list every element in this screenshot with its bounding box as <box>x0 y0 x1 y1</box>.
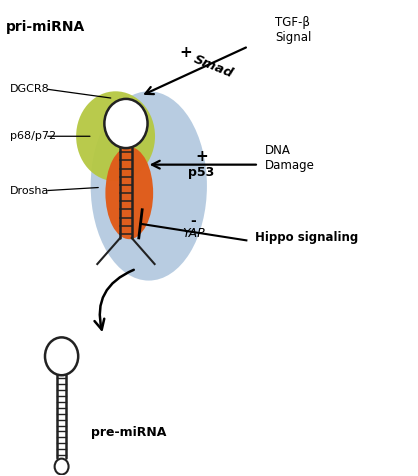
Text: Smad: Smad <box>191 52 235 80</box>
FancyArrowPatch shape <box>94 270 134 329</box>
Circle shape <box>104 99 148 148</box>
Text: +: + <box>180 45 193 60</box>
Text: p53: p53 <box>189 166 215 179</box>
Text: DNA
Damage: DNA Damage <box>265 145 315 172</box>
Text: DGCR8: DGCR8 <box>10 84 49 94</box>
Text: -: - <box>190 214 196 228</box>
Text: p68/p72: p68/p72 <box>10 131 56 141</box>
Text: Hippo signaling: Hippo signaling <box>255 231 358 245</box>
Text: YAP: YAP <box>182 227 204 240</box>
Text: Drosha: Drosha <box>10 186 49 196</box>
Ellipse shape <box>105 147 153 239</box>
Circle shape <box>55 458 69 475</box>
Ellipse shape <box>91 91 207 280</box>
Text: pri-miRNA: pri-miRNA <box>5 20 85 34</box>
Text: TGF-β
Signal: TGF-β Signal <box>275 16 312 44</box>
Circle shape <box>76 91 155 181</box>
Circle shape <box>45 337 78 375</box>
Text: pre-miRNA: pre-miRNA <box>91 426 166 439</box>
Text: +: + <box>195 149 208 164</box>
